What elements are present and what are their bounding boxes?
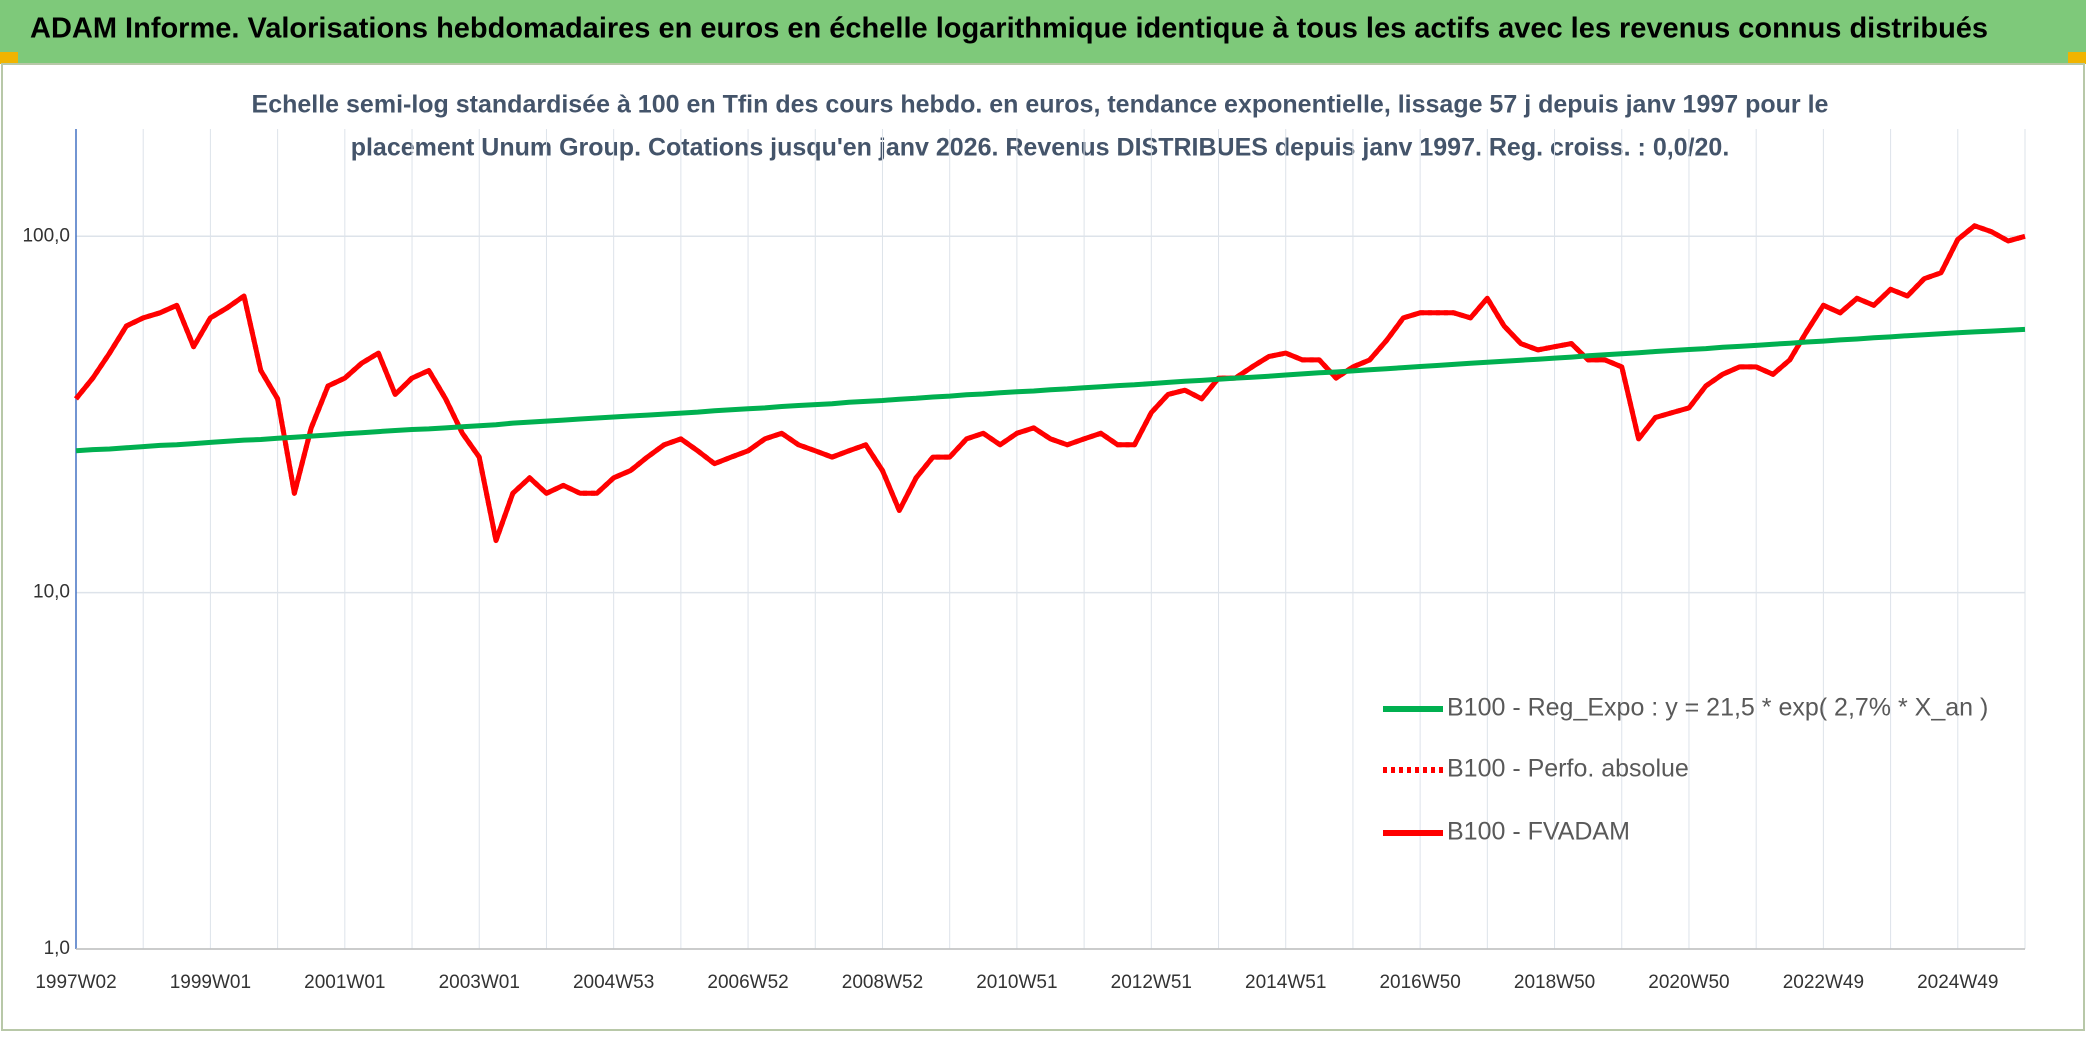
corner	[0, 52, 18, 64]
x-tick-label: 2016W50	[1379, 972, 1460, 993]
subtitle: Echelle semi-log standardisée à 100 en T…	[252, 91, 1829, 119]
legend-label: B100 - Reg_Expo : y = 21,5 * exp( 2,7% *…	[1447, 694, 1988, 722]
title-banner	[0, 0, 2086, 64]
y-tick-label: 100,0	[22, 225, 70, 246]
legend-label: B100 - Perfo. absolue	[1447, 755, 1689, 783]
x-tick-label: 2012W51	[1111, 972, 1192, 993]
subtitle: placement Unum Group. Cotations jusqu'en…	[351, 134, 1730, 162]
x-tick-label: 2006W52	[707, 972, 788, 993]
series-line	[75, 326, 2026, 454]
corner	[2068, 52, 2086, 64]
x-tick-label: 2010W51	[976, 972, 1057, 993]
x-tick-label: 1999W01	[170, 972, 251, 993]
y-tick-label: 10,0	[33, 582, 70, 603]
series-line	[74, 223, 2026, 544]
x-tick-label: 2020W50	[1648, 972, 1729, 993]
chart-frame	[1, 63, 2085, 1031]
x-tick-label: 2014W51	[1245, 972, 1326, 993]
x-tick-label: 2004W53	[573, 972, 654, 993]
y-tick-label: 1,0	[44, 938, 70, 959]
x-tick-label: 1997W02	[35, 972, 116, 993]
x-tick-label: 2024W49	[1917, 972, 1998, 993]
x-tick-label: 2022W49	[1783, 972, 1864, 993]
x-tick-label: 2008W52	[842, 972, 923, 993]
x-tick-label: 2003W01	[439, 972, 520, 993]
x-tick-label: 2018W50	[1514, 972, 1595, 993]
x-tick-label: 2001W01	[304, 972, 385, 993]
chart-title: ADAM Informe. Valorisations hebdomadaire…	[30, 13, 1988, 45]
legend-label: B100 - FVADAM	[1447, 818, 1630, 846]
